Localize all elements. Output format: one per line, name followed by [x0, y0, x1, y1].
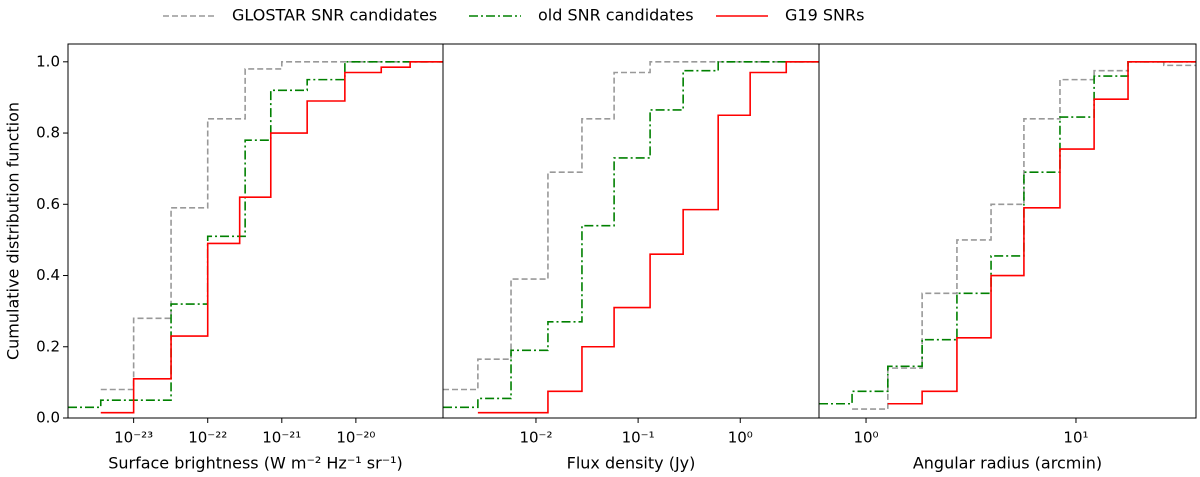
legend-label: G19 SNRs: [785, 6, 864, 25]
cdf-step: [100, 61, 443, 391]
cdf-step: [887, 61, 1196, 405]
x-tick-label: 10⁻¹: [622, 429, 655, 447]
plot-frame: [442, 43, 820, 419]
y-axis-label: Cumulative distribution function: [4, 102, 23, 360]
x-tick-label: 10⁻²⁰: [336, 429, 375, 447]
x-axis-label: Surface brightness (W m⁻² Hz⁻¹ sr⁻¹): [108, 454, 403, 473]
cdf-step: [443, 61, 819, 391]
x-tick-label: 10¹: [1063, 429, 1088, 447]
cdf-step: [819, 61, 1196, 405]
y-tick-label: 0.6: [36, 195, 60, 213]
x-axis-label: Angular radius (arcmin): [913, 454, 1102, 473]
plot-frame: [67, 43, 444, 419]
x-tick-label: 10⁻²¹: [262, 429, 301, 447]
y-tick-label: 1.0: [36, 52, 60, 70]
legend-label: GLOSTAR SNR candidates: [232, 6, 437, 25]
legend-label: old SNR candidates: [538, 6, 694, 25]
x-tick-label: 10⁰: [728, 429, 753, 447]
cdf-step: [443, 61, 819, 409]
plot-frame: [818, 43, 1197, 419]
y-tick-label: 0.2: [36, 337, 60, 355]
x-tick-label: 10⁻²²: [188, 429, 227, 447]
cdf-step: [100, 61, 443, 414]
x-tick-label: 10⁰: [853, 429, 878, 447]
y-tick-label: 0.8: [36, 124, 60, 142]
y-tick-label: 0.4: [36, 266, 60, 284]
x-tick-label: 10⁻²³: [114, 429, 153, 447]
cdf-step: [68, 61, 443, 409]
x-tick-label: 10⁻²: [519, 429, 552, 447]
y-tick-label: 0.0: [36, 409, 60, 427]
x-axis-label: Flux density (Jy): [567, 454, 696, 473]
cdf-step: [477, 61, 819, 414]
